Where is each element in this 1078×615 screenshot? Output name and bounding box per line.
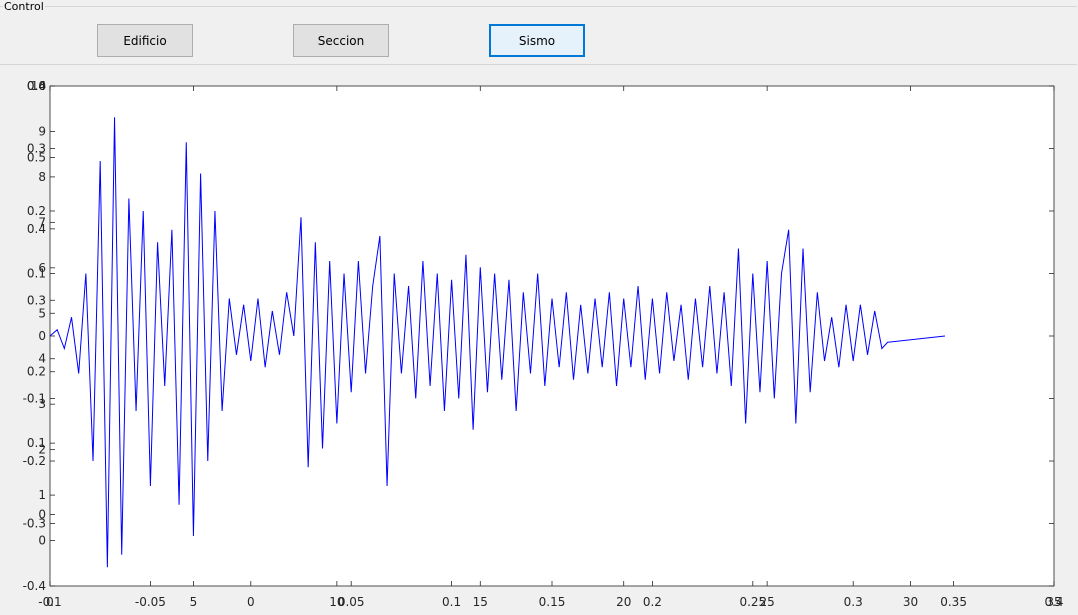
y-tick-label: 0.1 [27, 267, 46, 281]
x-tick-label: 5 [190, 595, 198, 609]
y-tick-label: 3 [38, 397, 46, 411]
x-tick-label: 20 [616, 595, 631, 609]
y-tick-label: 0.4 [27, 79, 46, 93]
y-tick-label: 2 [38, 443, 46, 457]
x-tick-label: 0 [46, 595, 54, 609]
x-tick-label: 0.1 [442, 595, 461, 609]
axes-background [50, 86, 1054, 586]
y-tick-label: 9 [38, 124, 46, 138]
x-tick-label: 35 [1046, 595, 1061, 609]
signal-line [49, 117, 946, 568]
y-tick-label: 0.5 [27, 150, 46, 164]
y-tick-label: 0.3 [27, 293, 46, 307]
x-tick-label: 0.2 [643, 595, 662, 609]
y-tick-label: 0.6 [27, 79, 46, 93]
y-tick-label: 8 [38, 170, 46, 184]
y-tick-label: 0 [38, 508, 46, 522]
y-tick-label: -0.3 [23, 517, 46, 531]
x-tick-label: 30 [903, 595, 918, 609]
x-tick-label: 15 [473, 595, 488, 609]
y-tick-label: 0 [38, 534, 46, 548]
x-tick-label: 10 [329, 595, 344, 609]
y-tick-label: 0.1 [27, 436, 46, 450]
y-tick-label: 4 [38, 352, 46, 366]
edificio-button[interactable]: Edificio [97, 24, 193, 57]
y-tick-label: 1 [38, 488, 46, 502]
x-tick-label: -0.1 [38, 595, 61, 609]
y-tick-label: -0.2 [23, 454, 46, 468]
x-tick-label: 0.3 [844, 595, 863, 609]
control-panel: Control Edificio Seccion Sismo [0, 0, 1077, 65]
y-tick-label: 10 [31, 79, 46, 93]
y-tick-label: 6 [38, 261, 46, 275]
y-tick-label: -0.4 [23, 579, 46, 593]
x-tick-label: 0 [247, 595, 255, 609]
x-tick-label: 0.05 [338, 595, 365, 609]
y-tick-label: 0.2 [27, 204, 46, 218]
y-tick-label: 0.2 [27, 365, 46, 379]
y-tick-label: 5 [38, 306, 46, 320]
y-tick-label: 7 [38, 215, 46, 229]
y-tick-label: -0.1 [23, 392, 46, 406]
x-tick-label: 0.35 [940, 595, 967, 609]
x-tick-label: 0.4 [1044, 595, 1063, 609]
y-tick-label: 0.4 [27, 222, 46, 236]
sismo-button[interactable]: Sismo [489, 24, 585, 57]
panel-title: Control [3, 0, 45, 13]
y-tick-label: 0 [38, 329, 46, 343]
x-tick-label: 25 [760, 595, 775, 609]
x-tick-label: 0.25 [739, 595, 766, 609]
seccion-button[interactable]: Seccion [293, 24, 389, 57]
y-tick-label: 0.3 [27, 142, 46, 156]
x-tick-label: 0.15 [539, 595, 566, 609]
x-tick-label: -0.05 [135, 595, 166, 609]
